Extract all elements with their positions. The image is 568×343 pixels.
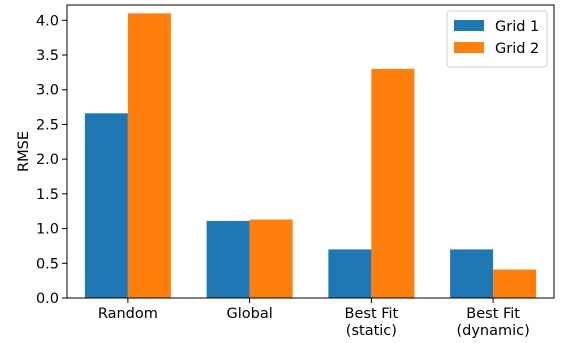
bar-grid-2-3 [493, 269, 537, 298]
x-axis-ticks: Random Global Best Fit(static)Best Fit(dyn… [98, 298, 530, 339]
legend-swatch [454, 20, 484, 31]
y-tick-label: 3.0 [36, 83, 59, 99]
bar-grid-2-1 [249, 219, 293, 298]
y-tick-label: 3.5 [36, 48, 59, 64]
x-tick-label: Global [226, 306, 272, 322]
bars-group [84, 13, 537, 299]
x-tick-label: Best Fit [466, 306, 520, 322]
y-axis-label: RMSE [16, 131, 32, 172]
x-tick-label: Random [98, 306, 158, 322]
y-tick-label: 0.0 [36, 291, 59, 307]
y-tick-label: 1.0 [36, 222, 59, 238]
bar-grid-2-2 [371, 68, 415, 299]
legend-label: Grid 2 [495, 41, 539, 57]
y-tick-label: 0.5 [36, 256, 59, 272]
bar-grid-1-3 [450, 249, 494, 298]
bar-grid-1-1 [206, 220, 250, 298]
bar-grid-1-0 [84, 113, 128, 298]
y-tick-label: 4.0 [36, 13, 59, 29]
legend-label: Grid 1 [495, 19, 539, 35]
y-tick-label: 1.5 [36, 187, 59, 203]
plot-frame [66, 4, 555, 299]
bar-grid-2-0 [127, 13, 171, 298]
y-axis-ticks: 0.0 0.5 1.0 1.5 2.0 2.5 3.0 3.5 4.0 [36, 13, 67, 307]
x-tick-label: (static) [346, 323, 397, 339]
x-tick-label: (dynamic) [456, 323, 529, 339]
legend: Grid 1 Grid 2 [446, 10, 548, 68]
y-tick-label: 2.0 [36, 152, 59, 168]
x-tick-label: Best Fit [345, 306, 399, 322]
bar-grid-1-2 [328, 249, 372, 298]
legend-swatch [454, 42, 484, 53]
y-tick-label: 2.5 [36, 117, 59, 133]
